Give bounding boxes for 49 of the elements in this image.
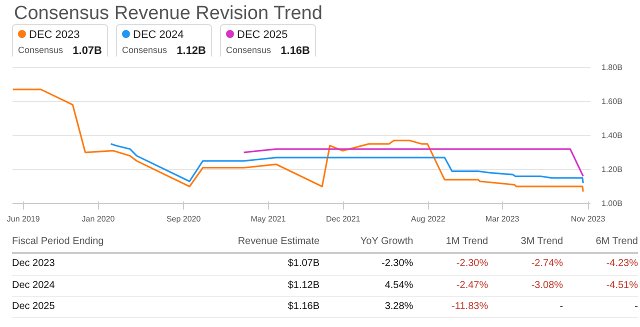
text: 6M Trend bbox=[594, 235, 638, 249]
y-tick-label: 1.40B bbox=[602, 130, 622, 140]
legend-label: DEC 2024 bbox=[132, 28, 185, 43]
y-tick-label: 1.80B bbox=[602, 62, 622, 72]
text: -2.74% bbox=[530, 257, 564, 272]
text: YoY Growth bbox=[359, 235, 414, 249]
text: $1.16B bbox=[286, 300, 320, 314]
text: -2.30% bbox=[380, 257, 414, 272]
y-tick-label: 1.00B bbox=[602, 199, 622, 208]
text: -11.83% bbox=[450, 300, 488, 314]
text: 1.07B bbox=[72, 44, 102, 59]
x-tick-label: Mar 2023 bbox=[485, 214, 520, 224]
text: Dec 2023 bbox=[12, 257, 56, 272]
text: Consensus bbox=[226, 44, 272, 55]
text: - bbox=[558, 300, 564, 314]
text: -3.08% bbox=[530, 278, 564, 293]
text: Revenue Estimate bbox=[236, 235, 320, 249]
text: 1.12B bbox=[176, 44, 206, 59]
text: Consensus bbox=[122, 44, 168, 55]
x-tick-label: Jun 2019 bbox=[6, 214, 40, 224]
text: 1.16B bbox=[280, 44, 310, 59]
text: -4.23% bbox=[605, 257, 638, 272]
y-tick-label: 1.20B bbox=[602, 164, 622, 174]
x-tick-label: Jan 2020 bbox=[82, 214, 116, 224]
legend-label: DEC 2025 bbox=[236, 28, 289, 43]
text: 4.54% bbox=[384, 278, 414, 293]
chart-title: Consensus Revenue Revision Trend bbox=[14, 2, 322, 26]
text: 3.28% bbox=[384, 300, 414, 314]
x-tick-label: May 2021 bbox=[250, 214, 286, 224]
text: $1.07B bbox=[286, 257, 320, 272]
line-series bbox=[12, 88, 584, 192]
text: Dec 2025 bbox=[12, 300, 56, 314]
text: 3M Trend bbox=[520, 235, 564, 249]
text: 1M Trend bbox=[444, 235, 488, 249]
x-tick-label: Aug 2022 bbox=[411, 214, 446, 224]
text: $1.12B bbox=[286, 278, 320, 293]
text: Dec 2024 bbox=[12, 278, 56, 293]
text: -2.47% bbox=[455, 278, 488, 293]
text: Consensus bbox=[18, 44, 64, 55]
text: Fiscal Period Ending bbox=[12, 235, 105, 249]
legend-label: DEC 2023 bbox=[28, 28, 81, 43]
line-series bbox=[110, 143, 584, 184]
x-tick-label: Sep 2020 bbox=[166, 214, 202, 224]
x-tick-label: Dec 2021 bbox=[326, 214, 361, 224]
text: - bbox=[634, 300, 638, 314]
text: -2.30% bbox=[455, 257, 488, 272]
y-tick-label: 1.60B bbox=[602, 96, 622, 106]
text: -4.51% bbox=[605, 278, 638, 293]
x-tick-label: Nov 2023 bbox=[570, 214, 606, 224]
